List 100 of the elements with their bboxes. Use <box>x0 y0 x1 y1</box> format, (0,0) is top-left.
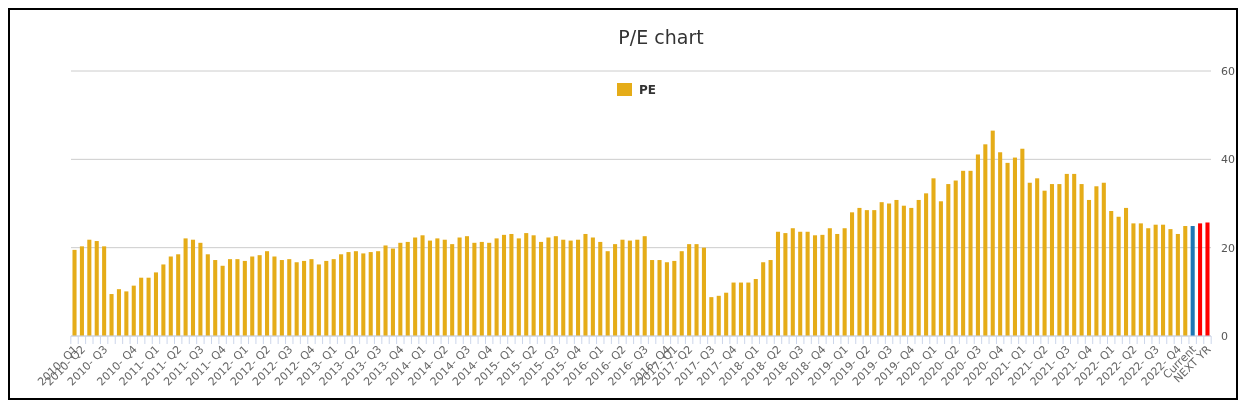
bar <box>798 231 803 336</box>
bar <box>1190 226 1195 336</box>
bar <box>835 233 840 336</box>
bar <box>946 184 951 336</box>
bar <box>131 285 136 336</box>
bar <box>242 260 247 336</box>
bar <box>1057 184 1062 336</box>
bar <box>857 207 862 336</box>
bar <box>339 254 344 336</box>
bar <box>94 241 99 336</box>
bar <box>1012 157 1017 336</box>
bar <box>812 235 818 336</box>
bar <box>413 237 418 336</box>
bar <box>1123 207 1129 336</box>
bar <box>316 264 321 336</box>
bar <box>753 279 758 336</box>
bar <box>464 236 470 336</box>
bar <box>576 239 581 336</box>
bar <box>139 277 144 336</box>
bar <box>390 248 395 336</box>
bar <box>509 233 514 336</box>
bar <box>1153 224 1158 336</box>
bar <box>450 244 455 336</box>
bar <box>1161 224 1166 336</box>
bar <box>472 242 477 336</box>
bar <box>716 295 721 336</box>
bar <box>931 178 936 336</box>
bar <box>627 240 632 336</box>
bar <box>161 264 166 336</box>
bar <box>998 152 1003 336</box>
bar <box>516 238 521 336</box>
bar <box>961 170 966 336</box>
bar <box>205 254 210 336</box>
bar <box>198 242 203 336</box>
bar <box>1146 228 1151 336</box>
bar <box>257 255 262 336</box>
bar <box>190 239 196 336</box>
bar <box>842 228 847 336</box>
bar <box>272 256 277 336</box>
bar <box>583 233 588 336</box>
bar <box>487 242 492 336</box>
bar <box>953 180 958 336</box>
bar <box>405 241 410 336</box>
bar <box>768 260 773 336</box>
bar <box>376 251 381 336</box>
bar <box>146 277 151 336</box>
bar <box>346 252 351 336</box>
bar <box>235 259 240 336</box>
bar <box>494 238 499 336</box>
y-tick-label: 40 <box>1221 153 1235 167</box>
bar <box>850 212 855 336</box>
bar <box>694 244 699 336</box>
bar <box>1175 233 1180 336</box>
bar <box>546 237 551 336</box>
bar <box>213 260 218 336</box>
chart-title: P/E chart <box>618 26 704 48</box>
bar <box>650 260 655 336</box>
bar <box>664 262 669 336</box>
bar <box>731 282 736 336</box>
bar <box>613 244 618 336</box>
bar <box>287 259 292 336</box>
bar <box>761 262 766 336</box>
bar <box>1005 162 1010 336</box>
bar <box>524 233 529 336</box>
bar <box>294 262 299 336</box>
bar <box>924 193 929 336</box>
bar <box>872 210 877 336</box>
bar <box>420 235 425 336</box>
bar <box>302 260 307 336</box>
bar <box>324 260 329 336</box>
bar <box>687 244 692 336</box>
bar <box>894 199 899 336</box>
bar <box>102 246 107 336</box>
bar <box>331 259 336 336</box>
bar <box>568 240 573 336</box>
bar <box>168 256 173 336</box>
bar <box>531 235 536 336</box>
bar <box>479 241 484 336</box>
y-tick-label: 0 <box>1221 329 1228 343</box>
bar <box>227 259 233 336</box>
bar <box>620 239 625 336</box>
bar <box>1064 173 1069 336</box>
bar <box>561 239 566 336</box>
bar <box>642 236 647 336</box>
bar <box>265 251 270 336</box>
bar <box>1198 223 1203 336</box>
bar <box>72 249 77 336</box>
y-tick-label: 60 <box>1221 64 1235 78</box>
bar <box>153 272 159 336</box>
bar <box>909 207 914 336</box>
bar <box>116 289 121 336</box>
bar <box>427 240 432 336</box>
bar <box>701 247 706 336</box>
bar <box>539 241 544 336</box>
bar <box>1042 190 1047 336</box>
bar <box>368 252 373 336</box>
bar <box>938 201 943 336</box>
bar <box>775 231 781 336</box>
bar <box>635 239 640 336</box>
y-tick-label: 20 <box>1221 241 1235 255</box>
